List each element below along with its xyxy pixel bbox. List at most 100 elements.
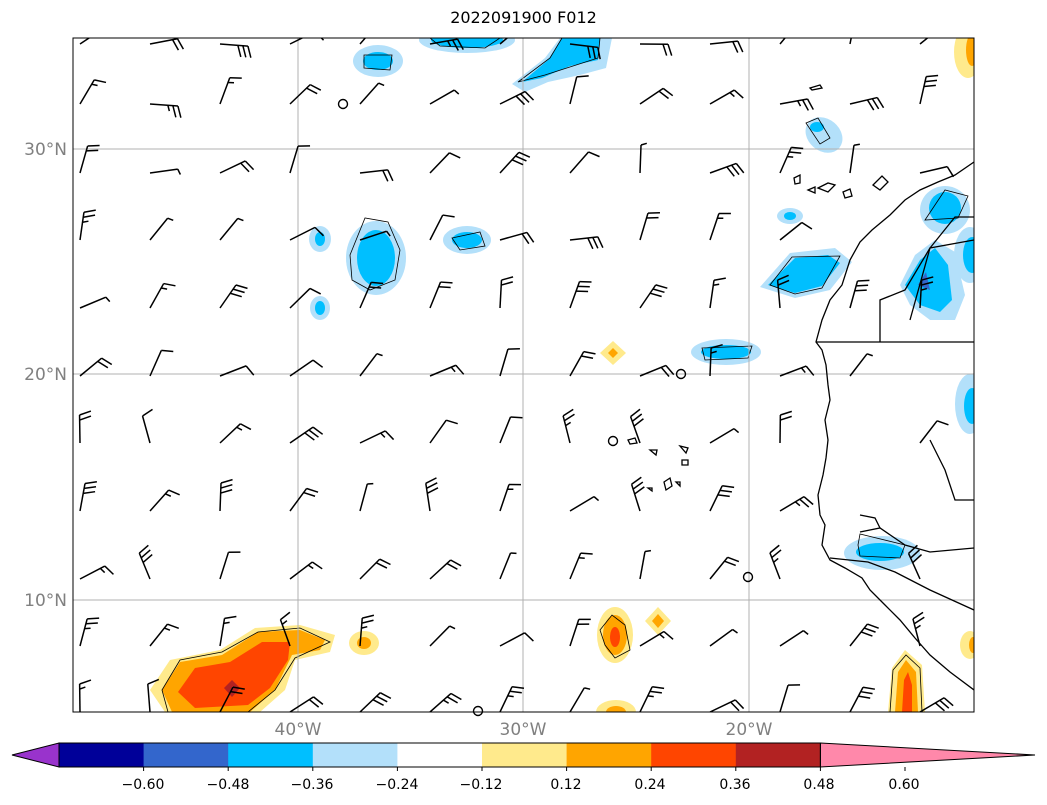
wind-barb [219,478,233,512]
colorbar-tick-label: 0.48 [803,777,834,793]
wind-barb [79,565,114,580]
wind-barb [359,352,383,377]
wind-barb [79,144,100,174]
wind-barb [359,169,394,182]
wind-barb [709,699,745,712]
wind-barb [562,408,575,444]
colorbar-tick-label: −0.24 [376,777,419,793]
africa-border [879,239,974,342]
colorbar-tick-label: −0.48 [207,777,250,793]
colorbar-tick-label: 0.12 [550,777,581,793]
wind-barb [919,74,939,105]
positive-patch [954,38,974,78]
calm-circle [607,435,619,447]
wind-barb [429,419,458,444]
colorbar-tick-label: 0.36 [719,777,750,793]
wind-barb [425,477,439,512]
wind-barb [429,625,456,647]
wind-barb [359,482,374,512]
wind-barb [779,146,804,174]
wind-barb [569,618,591,647]
wind-barb [919,697,954,712]
wind-barb [499,347,520,377]
wind-barb [359,38,367,45]
wind-barb [79,296,111,309]
canary-island [806,186,816,194]
wind-barb [141,408,153,444]
coastlines [627,84,974,691]
negative-patch [955,374,974,434]
wind-barb [359,692,392,712]
cape-verde-island [678,444,689,455]
wind-barb [219,160,255,174]
africa-coastline [815,161,974,691]
wind-barb [149,623,180,647]
wind-barb [219,615,237,647]
wind-barb [219,551,241,580]
negative-patch [691,339,761,365]
cape-verde-island [646,487,653,493]
wind-barb [569,151,600,174]
wind-barb [499,416,523,444]
positive-patch [600,341,626,365]
wind-barb [219,43,252,58]
wind-barb [569,280,592,309]
wind-barb [779,221,813,241]
wind-barb [779,410,793,444]
wind-barb [359,558,391,580]
cape-verde-island [681,459,689,466]
lon-label: 40°W [275,720,322,740]
madeira-island [808,84,824,91]
wind-barb [289,38,325,45]
canary-island [793,173,801,185]
wind-barb [779,684,801,712]
wind-barb [779,38,786,45]
positive-patch [645,607,671,635]
lat-label: 10°N [24,591,67,611]
wind-barb [429,559,462,580]
wind-barb [569,43,601,60]
wind-barb [219,284,248,309]
cape-verde-island [663,476,673,492]
canary-island [842,188,853,199]
wind-barb [289,226,325,241]
wind-barb [499,231,535,245]
wind-barb [79,209,96,241]
colorbar-cell [397,743,483,767]
wind-barb [499,151,531,174]
africa-border [909,216,974,321]
colorbar-cell [651,743,737,767]
wind-barb [912,611,925,647]
negative-patch [777,208,803,224]
wind-barb [289,359,324,377]
wind-barb [429,89,460,105]
wind-barb [776,274,790,309]
wind-barb [569,75,589,105]
lon-label: 30°W [500,720,547,740]
gridlines [73,38,974,712]
positive-patch [596,700,636,712]
colorbar-cell [143,743,229,767]
negative-patch [512,38,612,92]
wind-barb [359,82,385,105]
map-title: 2022091900 F012 [450,8,597,27]
wind-barb [429,152,461,174]
wind-barb [569,552,593,580]
colorbar-cell [59,743,145,767]
wind-barb [219,217,244,241]
wind-barb [149,489,180,512]
wind-barb [289,83,322,105]
wind-barb [907,544,923,580]
wind-barb [569,687,591,712]
colorbar-tick-label: −0.12 [460,777,503,793]
colorbar-tick-label: −0.36 [291,777,334,793]
wind-barb [149,38,185,51]
colorbar-cell [482,743,568,767]
calm-circle [472,705,484,717]
wind-barb [147,678,160,712]
positive-patch [150,625,335,712]
colorbar-extend-low [11,742,60,768]
wind-barb [499,90,535,106]
wind-barb [639,686,665,712]
